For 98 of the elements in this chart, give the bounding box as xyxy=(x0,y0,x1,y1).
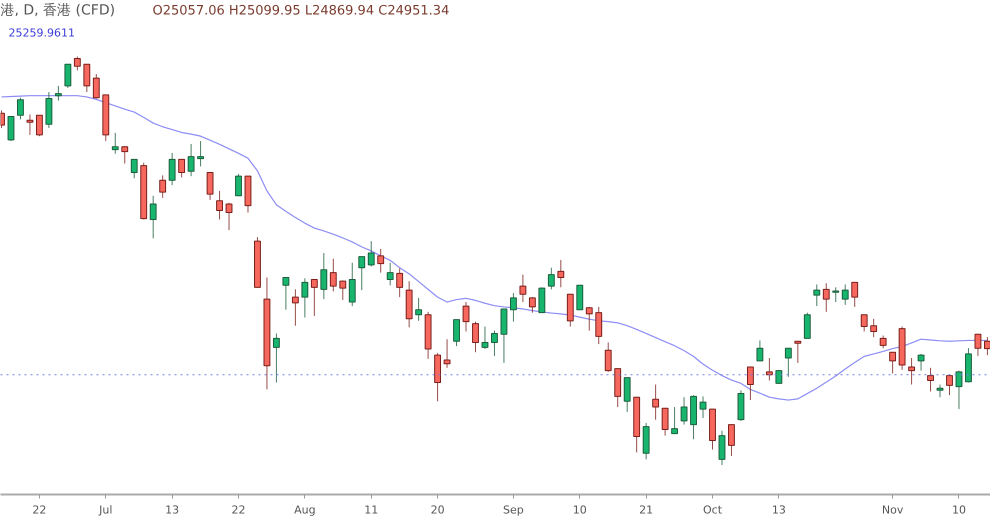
candlestick xyxy=(586,306,593,332)
candlestick xyxy=(453,319,460,347)
x-tick-label: Nov xyxy=(882,504,904,516)
candlestick xyxy=(860,314,868,332)
candlestick xyxy=(624,377,631,412)
candlestick xyxy=(272,332,280,384)
candlestick xyxy=(482,326,488,350)
candlestick xyxy=(168,152,176,186)
candlestick xyxy=(226,202,232,231)
x-tick-label: Sep xyxy=(503,504,524,516)
candlestick xyxy=(528,296,536,314)
candlestick xyxy=(310,279,318,316)
candlestick xyxy=(813,284,820,307)
text: O25057.06 H25099.95 L24869.94 C24951.34 xyxy=(152,4,450,18)
candlestick xyxy=(822,282,830,312)
candlestick xyxy=(908,357,916,386)
x-tick-label: Jul xyxy=(98,504,112,516)
candlestick xyxy=(348,262,356,307)
candlestick xyxy=(984,336,990,356)
candlestick xyxy=(444,338,450,368)
candlestick xyxy=(728,424,735,457)
candlestick xyxy=(775,369,782,384)
candlestick xyxy=(386,262,394,286)
candlestick xyxy=(746,366,754,401)
candlestick xyxy=(301,278,308,318)
candlestick xyxy=(396,268,404,298)
candlestick xyxy=(491,330,498,356)
candlestick xyxy=(188,143,195,177)
candlestick xyxy=(794,340,802,364)
candlestick xyxy=(83,64,90,93)
candlestick xyxy=(889,352,896,374)
candlestick xyxy=(832,286,840,303)
candlestick xyxy=(206,172,214,200)
text: 25259.9611 xyxy=(8,26,75,40)
candlestick xyxy=(339,280,346,300)
x-tick-label: 10 xyxy=(572,504,587,516)
candlestick xyxy=(652,384,660,420)
x-tick-label: Oct xyxy=(702,504,723,516)
candlestick xyxy=(936,384,944,398)
candlestick xyxy=(235,174,242,196)
candlestick xyxy=(292,288,299,326)
candlestick xyxy=(282,277,290,310)
candlestick xyxy=(377,248,384,274)
candlestick xyxy=(519,274,526,303)
candlestick xyxy=(700,396,706,419)
x-tick-label: 22 xyxy=(232,504,246,516)
candlestick xyxy=(946,374,953,396)
candlestick xyxy=(415,297,422,322)
candlestick xyxy=(557,259,564,288)
candlestick xyxy=(17,97,24,120)
candlestick xyxy=(8,116,14,142)
candlestick xyxy=(472,321,479,353)
candlestick xyxy=(918,353,924,372)
candlestick xyxy=(718,430,726,466)
candlestick xyxy=(330,258,337,292)
candlestick xyxy=(74,56,81,71)
candlestick xyxy=(880,335,887,349)
candlestick xyxy=(510,292,517,322)
candlestick xyxy=(756,340,764,362)
candlestick xyxy=(92,74,100,100)
x-tick-label: Aug xyxy=(294,504,316,516)
candlestick xyxy=(784,348,792,378)
candlestick xyxy=(197,140,204,167)
candlestick xyxy=(358,256,366,291)
candlestick xyxy=(604,342,612,372)
candlestick xyxy=(974,334,982,356)
candlestick xyxy=(680,396,688,426)
candlestick xyxy=(159,174,166,198)
candlestick xyxy=(150,195,157,239)
x-tick-label: 13 xyxy=(165,504,180,516)
x-tick-label: 13 xyxy=(772,504,786,516)
candlestick xyxy=(662,408,669,436)
candlestick xyxy=(36,114,43,137)
candlestick xyxy=(671,406,678,434)
candlestick xyxy=(956,370,962,410)
candlestick xyxy=(130,158,138,179)
x-tick-label: 11 xyxy=(364,504,378,516)
candlestick xyxy=(121,145,128,164)
x-tick-label: 10 xyxy=(952,504,966,516)
candlestick xyxy=(804,312,811,339)
x-tick-label: 21 xyxy=(639,504,654,516)
candlestick xyxy=(216,190,223,220)
candlestick xyxy=(26,114,34,136)
candlestick xyxy=(548,267,555,290)
candlestick xyxy=(851,282,858,308)
candlestick xyxy=(462,302,470,332)
candlestick xyxy=(927,367,934,392)
x-tick-label: 22 xyxy=(32,504,46,516)
candlestick xyxy=(870,318,878,338)
candlestick xyxy=(595,306,602,345)
candlestick xyxy=(320,252,328,300)
x-tick-label: 20 xyxy=(430,504,445,516)
candlestick xyxy=(54,85,62,102)
chart-title: 港, D, 香港 (CFD) xyxy=(0,2,116,18)
candlestick xyxy=(842,284,849,306)
candlestick xyxy=(178,158,186,178)
candlestick xyxy=(368,240,375,267)
candlestick xyxy=(64,64,72,88)
